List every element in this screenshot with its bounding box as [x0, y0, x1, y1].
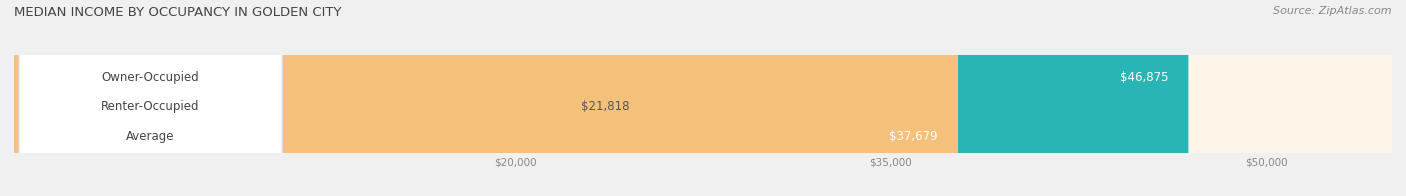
Text: $21,818: $21,818 — [581, 100, 630, 113]
FancyBboxPatch shape — [14, 0, 561, 196]
Text: $37,679: $37,679 — [890, 130, 938, 143]
FancyBboxPatch shape — [20, 0, 283, 196]
FancyBboxPatch shape — [14, 0, 957, 196]
Text: MEDIAN INCOME BY OCCUPANCY IN GOLDEN CITY: MEDIAN INCOME BY OCCUPANCY IN GOLDEN CIT… — [14, 6, 342, 19]
Text: Average: Average — [127, 130, 174, 143]
Text: Source: ZipAtlas.com: Source: ZipAtlas.com — [1274, 6, 1392, 16]
Text: Renter-Occupied: Renter-Occupied — [101, 100, 200, 113]
FancyBboxPatch shape — [14, 0, 1392, 196]
FancyBboxPatch shape — [14, 0, 1188, 196]
Text: $46,875: $46,875 — [1119, 71, 1168, 84]
Text: Owner-Occupied: Owner-Occupied — [101, 71, 200, 84]
FancyBboxPatch shape — [14, 0, 1392, 196]
FancyBboxPatch shape — [14, 0, 1392, 196]
FancyBboxPatch shape — [20, 0, 283, 196]
FancyBboxPatch shape — [20, 0, 283, 196]
